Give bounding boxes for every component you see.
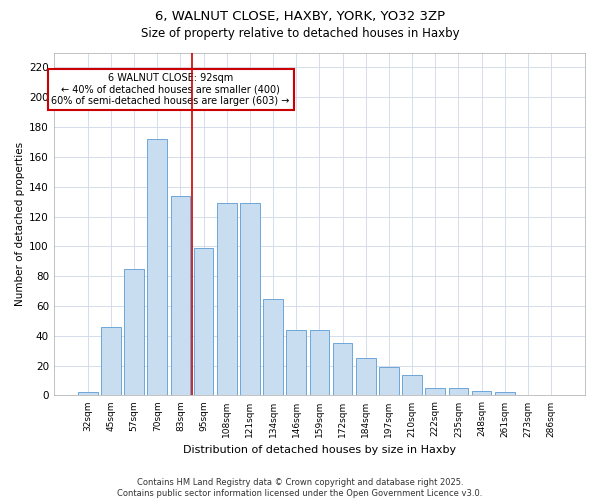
- Bar: [194, 248, 214, 396]
- Bar: [217, 203, 236, 396]
- Bar: [472, 391, 491, 396]
- Text: 6 WALNUT CLOSE: 92sqm
← 40% of detached houses are smaller (400)
60% of semi-det: 6 WALNUT CLOSE: 92sqm ← 40% of detached …: [52, 73, 290, 106]
- Text: Size of property relative to detached houses in Haxby: Size of property relative to detached ho…: [140, 28, 460, 40]
- Bar: [101, 327, 121, 396]
- Bar: [495, 392, 515, 396]
- Bar: [310, 330, 329, 396]
- Bar: [124, 268, 144, 396]
- Bar: [402, 374, 422, 396]
- Text: Contains HM Land Registry data © Crown copyright and database right 2025.
Contai: Contains HM Land Registry data © Crown c…: [118, 478, 482, 498]
- Bar: [170, 196, 190, 396]
- Bar: [379, 367, 399, 396]
- X-axis label: Distribution of detached houses by size in Haxby: Distribution of detached houses by size …: [183, 445, 456, 455]
- Bar: [425, 388, 445, 396]
- Bar: [449, 388, 468, 396]
- Bar: [333, 343, 352, 396]
- Y-axis label: Number of detached properties: Number of detached properties: [15, 142, 25, 306]
- Bar: [263, 298, 283, 396]
- Text: 6, WALNUT CLOSE, HAXBY, YORK, YO32 3ZP: 6, WALNUT CLOSE, HAXBY, YORK, YO32 3ZP: [155, 10, 445, 23]
- Bar: [148, 139, 167, 396]
- Bar: [78, 392, 98, 396]
- Bar: [356, 358, 376, 396]
- Bar: [240, 203, 260, 396]
- Bar: [286, 330, 306, 396]
